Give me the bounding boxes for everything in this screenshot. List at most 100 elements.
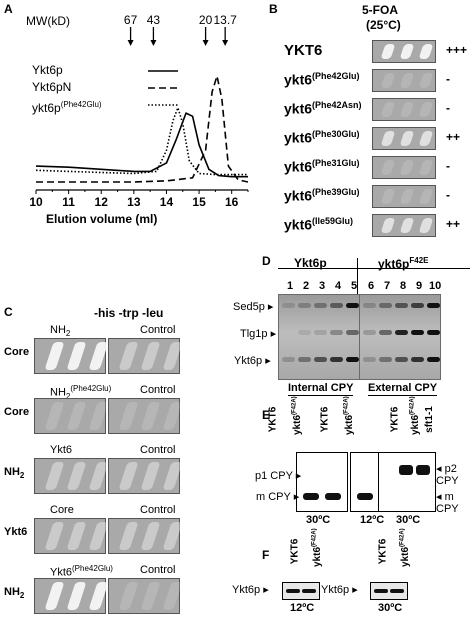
e-lane-ykt6-f42a-b: ykt6(F42A) (343, 396, 356, 436)
blot-band (330, 357, 343, 362)
e-lane-sft1: sft1-1 (423, 406, 435, 433)
label-m-cpy-left: m CPY ▸ (256, 491, 300, 503)
colony-streak (380, 102, 396, 117)
growth-plate-left (34, 458, 109, 494)
blot-band (314, 357, 327, 362)
growth-plate (372, 127, 436, 150)
f-band-label-right: Ykt6p ▸ (321, 584, 358, 596)
legend-item-ykt6p-phe42glu: ykt6p(Phe42Glu) (32, 100, 102, 115)
colony-streak (140, 462, 161, 490)
blot-band (346, 357, 359, 362)
panel-c-header: -his -trp -leu (94, 306, 164, 320)
colony-streak (66, 582, 87, 610)
plate-right-label: Control (140, 384, 176, 396)
blot-f-12c (282, 582, 320, 600)
growth-plate-left (34, 398, 109, 434)
elution-chart: 10 11 12 13 14 15 16 67 43 20 13.7 (29, 13, 249, 209)
plate-left-label: Core (50, 504, 74, 516)
lane-number: 10 (429, 280, 442, 292)
lane-number: 2 (302, 280, 310, 292)
blot-right (359, 294, 441, 380)
mw-marker-arrowhead (202, 40, 209, 46)
growth-plate-right (108, 578, 183, 614)
colony-streak (118, 462, 139, 490)
row-label: NH2 (4, 586, 25, 601)
mw-marker-label: 13.7 (213, 13, 237, 27)
internal-cpy-title: Internal CPY (288, 382, 354, 396)
colony-streak (44, 522, 65, 550)
panel-c-letter: C (4, 305, 13, 319)
e-lane-ykt6-b: YKT6 (319, 406, 331, 433)
mw-marker-arrowhead (150, 40, 157, 46)
growth-score: ++ (446, 217, 461, 231)
colony-streak (399, 160, 415, 175)
temp-f-1: 12ºC (290, 602, 315, 614)
blot-left (278, 294, 360, 380)
growth-plate-left (34, 578, 109, 614)
colony-streak (418, 160, 434, 175)
colony-streak (418, 131, 434, 146)
growth-plate (372, 69, 436, 92)
blot-band (427, 330, 440, 335)
colony-streak (44, 342, 65, 370)
mw-marker-label: 67 (124, 13, 138, 27)
blot-band (346, 303, 359, 308)
colony-streak (399, 218, 415, 233)
label-m-cpy-right: ◂ m CPY (436, 491, 459, 515)
panel-a-letter: A (4, 2, 13, 16)
label-p2-cpy: ◂ p2 CPY (436, 463, 459, 487)
colony-streak (88, 342, 109, 370)
band-label-tlg1p: Tlg1p ▸ (240, 328, 277, 340)
colony-streak (140, 402, 161, 430)
colony-streak (418, 189, 434, 204)
f-band-label-left: Ykt6p ▸ (232, 584, 269, 596)
band-label-sed5p: Sed5p ▸ (233, 301, 274, 313)
colony-streak (418, 218, 434, 233)
growth-plate-right (108, 338, 183, 374)
x-tick-label: 15 (192, 195, 206, 209)
plate-right-label: Control (140, 504, 176, 516)
mw-marker-arrowhead (127, 40, 134, 46)
growth-score: ++ (446, 130, 461, 144)
band-label-ykt6p: Ykt6p ▸ (234, 355, 271, 367)
blot-band (395, 357, 408, 362)
e-lane-ykt6-f42a-a: ykt6(F42A) (291, 396, 304, 436)
colony-streak (44, 582, 65, 610)
lane-number: 8 (399, 280, 407, 292)
f-lane-ykt6-f42a-b: ykt6(F42A) (399, 528, 412, 568)
growth-plate (372, 98, 436, 121)
colony-streak (88, 402, 109, 430)
strain-label: YKT6 (284, 42, 323, 59)
x-tick-label: 16 (225, 195, 239, 209)
blot-band (379, 303, 392, 308)
strain-label: ykt6(Phe42Asn) (284, 100, 362, 117)
lane-number: 6 (367, 280, 375, 292)
plate-right-label: Control (140, 564, 176, 576)
blot-band (363, 357, 376, 362)
colony-streak (418, 102, 434, 117)
lane-number: 4 (334, 280, 342, 292)
row-label: Core (4, 346, 30, 358)
lane-number: 9 (415, 280, 423, 292)
plate-right-label: Control (140, 324, 176, 336)
blot-band (395, 330, 408, 335)
colony-streak (140, 522, 161, 550)
temp-e-1: 30ºC (306, 514, 331, 526)
blot-band (298, 357, 311, 362)
x-tick-label: 11 (62, 195, 75, 209)
growth-plate (372, 156, 436, 179)
colony-streak (399, 131, 415, 146)
colony-streak (399, 44, 415, 59)
growth-score: +++ (446, 43, 468, 57)
blot-band (346, 330, 359, 335)
gel-external-30 (378, 452, 436, 512)
colony-streak (66, 402, 87, 430)
blot-band (427, 357, 440, 362)
panel-e-lane-labels: YKT6 ykt6(F42A) YKT6 ykt6(F42A) YKT6 ykt… (250, 396, 450, 448)
colony-streak (88, 462, 109, 490)
series-line-dotted (35, 107, 248, 176)
plate-left-label: NH2 (50, 324, 71, 339)
blot-f-30c (370, 582, 408, 600)
colony-streak (118, 342, 139, 370)
growth-score: - (446, 159, 450, 173)
